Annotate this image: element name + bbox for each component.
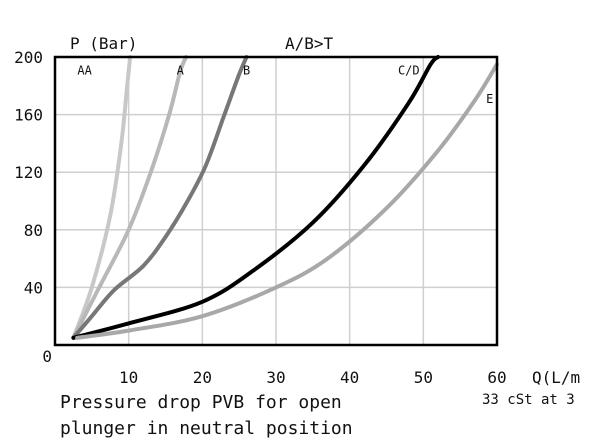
plot-frame [53, 55, 499, 347]
x-tick-label: 10 [119, 368, 138, 387]
curve-aa [71, 55, 133, 340]
curves [71, 55, 499, 340]
grid-lines [55, 56, 498, 346]
curve-label-a: A [177, 63, 185, 77]
y-tick-label: 0 [42, 347, 52, 366]
chart-title: A/B>T [285, 34, 334, 53]
x-axis-label: Q(L/m [532, 368, 580, 387]
y-tick-label: 200 [14, 48, 43, 67]
curve-label-c-d: C/D [398, 63, 420, 77]
caption-line-1: Pressure drop PVB for open [60, 392, 342, 413]
x-tick-label: 60 [487, 368, 506, 387]
x-tick-labels: 10 20 30 40 50 60 [119, 368, 507, 387]
x-tick-label: 20 [193, 368, 212, 387]
curve-labels: AA A B C/DE [77, 63, 493, 106]
y-tick-label: 160 [14, 106, 43, 125]
y-tick-label: 40 [24, 278, 43, 297]
y-tick-labels: 0 40 80 120 160 200 [14, 48, 52, 366]
y-tick-label: 120 [14, 163, 43, 182]
x-tick-label: 30 [266, 368, 285, 387]
y-axis-label: P (Bar) [70, 34, 137, 53]
curve-label-aa: AA [77, 63, 92, 77]
x-tick-label: 40 [340, 368, 359, 387]
curve-label-e: E [486, 92, 493, 106]
curve-a [71, 55, 189, 340]
curve-c-d [71, 55, 441, 340]
curve-label-b: B [243, 63, 250, 77]
x-tick-label: 50 [414, 368, 433, 387]
caption-line-2: plunger in neutral position [60, 418, 353, 439]
y-tick-label: 80 [24, 221, 43, 240]
curve-e [75, 62, 499, 340]
curve-b [71, 55, 249, 340]
viscosity-note: 33 cSt at 3 [482, 392, 575, 408]
